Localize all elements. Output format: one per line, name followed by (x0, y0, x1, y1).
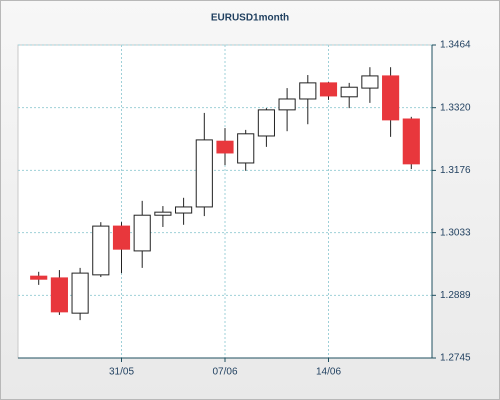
candle-body (50, 277, 68, 313)
candle-body (237, 133, 255, 164)
y-tick-label: 1.3033 (440, 227, 471, 238)
candle-body (92, 225, 110, 276)
candle-body (299, 82, 317, 100)
candle-body (30, 275, 48, 280)
x-tick-label: 07/06 (212, 367, 237, 378)
candle-body (71, 272, 89, 314)
chart-title: EURUSD1month (211, 13, 289, 24)
candle-body (319, 82, 338, 97)
candle-body (154, 211, 172, 216)
candle-body (278, 98, 296, 111)
y-tick-label: 1.3320 (440, 102, 471, 113)
candle-body (133, 214, 151, 252)
candle-body (216, 140, 234, 154)
candle-body (112, 225, 131, 250)
candle-body (340, 86, 358, 98)
x-tick-label: 31/05 (109, 367, 134, 378)
y-tick-label: 1.3464 (440, 40, 471, 51)
x-tick-label: 14/06 (316, 367, 341, 378)
candle-body (402, 118, 420, 165)
candle-body (175, 206, 193, 214)
candle-body (257, 109, 275, 137)
candle-body (382, 75, 400, 121)
candle-body (195, 139, 213, 208)
y-tick-label: 1.3176 (440, 165, 471, 176)
y-tick-label: 1.2889 (440, 290, 471, 301)
candle-body (361, 75, 379, 89)
y-tick-label: 1.2745 (440, 353, 471, 364)
